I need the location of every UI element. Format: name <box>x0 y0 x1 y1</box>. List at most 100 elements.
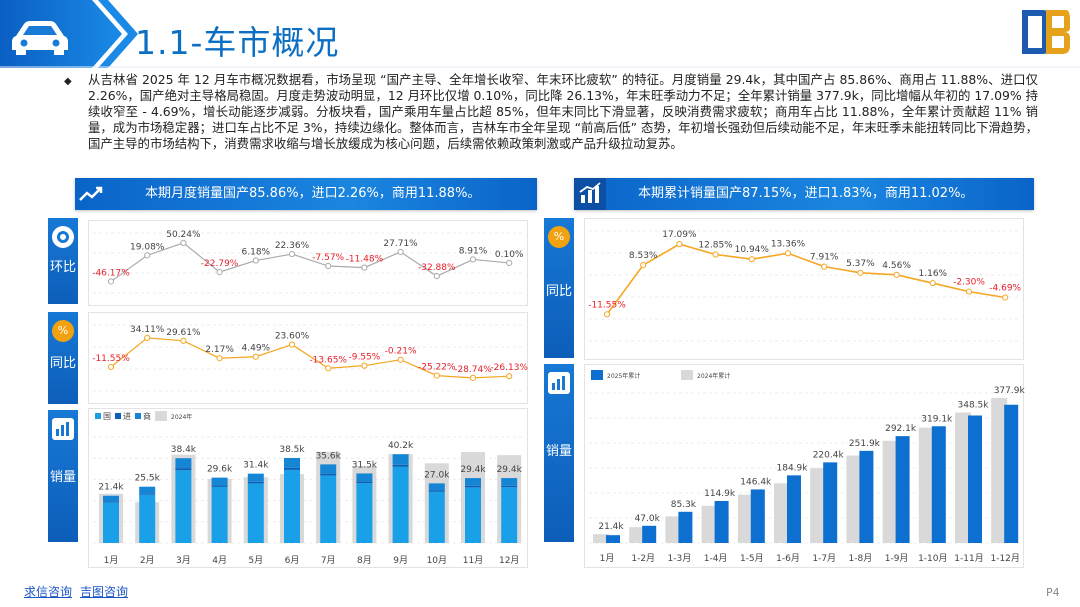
bar-chart-icon <box>574 178 606 210</box>
data-label: 22.36% <box>275 241 310 251</box>
data-label: -0.21% <box>385 347 417 357</box>
x-tick-label: 4月 <box>212 555 227 566</box>
bar-value-label: 31.5k <box>352 460 378 470</box>
x-tick-label: 1-5月 <box>740 553 764 564</box>
panel-month-yoy: -11.55% 34.11% 29.61% 2.17% 4.49% 23.60% -13.6… <box>88 312 528 404</box>
x-tick-label: 1-9月 <box>885 553 909 564</box>
bar-cur <box>859 450 874 543</box>
bar-prev <box>810 468 827 543</box>
data-label: -11.48% <box>346 255 384 265</box>
data-label: -2.30% <box>953 278 985 288</box>
x-tick-label: 10月 <box>427 555 447 566</box>
x-tick-label: 1-6月 <box>776 553 800 564</box>
x-tick-label: 3月 <box>176 555 191 566</box>
chart-month-sales: 国 进 商 2024年 21.4k 1月 25.5k 2月 38.4k 3月 29.6k 4月 31.4… <box>93 411 525 566</box>
side-hb-text: 环比 <box>49 260 76 275</box>
bar-prev <box>918 427 935 543</box>
data-point <box>676 241 683 248</box>
data-point <box>748 256 755 263</box>
bar-value-label: 184.9k <box>777 463 809 473</box>
bar-shang <box>320 464 337 474</box>
data-point <box>469 374 477 381</box>
bar-value-label: 146.4k <box>740 477 772 487</box>
x-tick-label: 2月 <box>140 555 155 566</box>
data-label: -26.13% <box>490 363 528 373</box>
bar-value-label: 38.4k <box>171 445 197 455</box>
x-tick-label: 1-2月 <box>631 553 655 564</box>
bar-prev <box>955 412 971 543</box>
x-tick-label: 1-3月 <box>668 553 692 564</box>
bar-jin <box>356 481 373 484</box>
bar-cur <box>895 436 910 543</box>
bar-guo <box>139 494 156 543</box>
data-point <box>361 264 368 271</box>
right-summary-banner: 本期累计销量国产87.15%，进口1.83%，商用11.02%。 <box>574 178 1034 210</box>
x-tick-label: 8月 <box>357 555 372 566</box>
chart-cum-sales: 2025年累计 2024年累计 21.4k 1月 47.0k 1-2月 85.3k 1-3月 1… <box>589 370 1025 564</box>
data-point <box>929 280 936 287</box>
bar-prev <box>737 494 754 543</box>
bar-jin <box>320 473 337 476</box>
bar-prev <box>593 534 609 543</box>
data-label: -11.55% <box>588 300 626 310</box>
bar-jin <box>175 468 192 471</box>
bar-shang <box>356 473 373 482</box>
logo-icon <box>1022 10 1070 54</box>
data-point <box>397 356 404 363</box>
bar-cur <box>1004 404 1019 543</box>
bar-prev <box>991 397 1008 543</box>
x-tick-label: 11月 <box>463 555 483 566</box>
footer-link-qiuxin[interactable]: 求信咨询 <box>24 585 73 599</box>
data-label: 29.61% <box>166 328 201 338</box>
trend-up-icon <box>79 186 103 201</box>
bar-value-label: 21.4k <box>98 483 124 493</box>
bar-value-label: 377.9k <box>994 386 1025 396</box>
intro-paragraph: 从吉林省 2025 年 12 月车市概况数据看，市场呈现 “国产主导、全年增长收… <box>88 72 1038 151</box>
bullet-marker: ◆ <box>64 76 72 87</box>
bar-cur <box>823 462 838 543</box>
bar-cur <box>787 475 801 543</box>
side-tb-right-text: 同比 <box>545 284 572 299</box>
data-point <box>180 239 187 247</box>
data-point <box>506 259 513 267</box>
data-point <box>216 355 223 362</box>
chart-month-mom: -46.17% 19.08%50.24% -22.79%6.18% 22.36%-7.… <box>92 230 525 294</box>
bar-value-label: 40.2k <box>388 441 414 451</box>
page-number: P4 <box>1046 586 1060 599</box>
bar-shang <box>428 483 445 491</box>
data-label: 19.08% <box>130 242 165 252</box>
footer-link-jitu[interactable]: 吉图咨询 <box>80 585 129 599</box>
data-point <box>469 256 477 263</box>
bar-chart-icon <box>52 418 74 440</box>
data-label: 0.10% <box>495 250 524 260</box>
bar-value-label: 114.9k <box>704 489 736 499</box>
chart-cum-yoy: -11.55% 8.53% 17.09%12.85% 10.94%13.36% 7.91… <box>588 230 1022 342</box>
panel-cum-yoy: -11.55% 8.53% 17.09% 12.85% 10.94% 13.36% 7.91… <box>584 218 1024 360</box>
bar-shang <box>211 477 228 486</box>
data-point <box>216 269 223 276</box>
data-label: 13.36% <box>771 239 806 249</box>
bar-value-label: 85.3k <box>671 500 697 510</box>
bar-cur <box>678 511 693 543</box>
data-point <box>640 262 647 269</box>
data-label: 8.91% <box>459 246 488 256</box>
series-line <box>110 337 510 379</box>
bar-shang <box>247 473 264 482</box>
bar-shang <box>392 454 409 465</box>
bar-value-label: 47.0k <box>635 514 661 524</box>
legend-swatch-guo <box>95 413 101 419</box>
data-point <box>712 251 719 258</box>
legend-label-guo: 国 <box>103 412 111 421</box>
data-label: -4.69% <box>989 283 1021 293</box>
bar-cur <box>714 500 729 543</box>
bar-jin <box>284 467 300 470</box>
bar-jin <box>211 485 228 487</box>
x-tick-label: 1月 <box>600 553 615 564</box>
bar-shang <box>501 478 518 486</box>
bar-jin <box>465 485 481 488</box>
bar-jin <box>428 490 445 492</box>
panel-cum-sales: 2025年累计 2024年累计 21.4k 1月 47.0k 1-2月 85.3k 1-3月 1… <box>584 364 1025 568</box>
x-tick-label: 1-4月 <box>704 553 728 564</box>
data-point <box>965 288 973 295</box>
data-point <box>144 334 151 342</box>
